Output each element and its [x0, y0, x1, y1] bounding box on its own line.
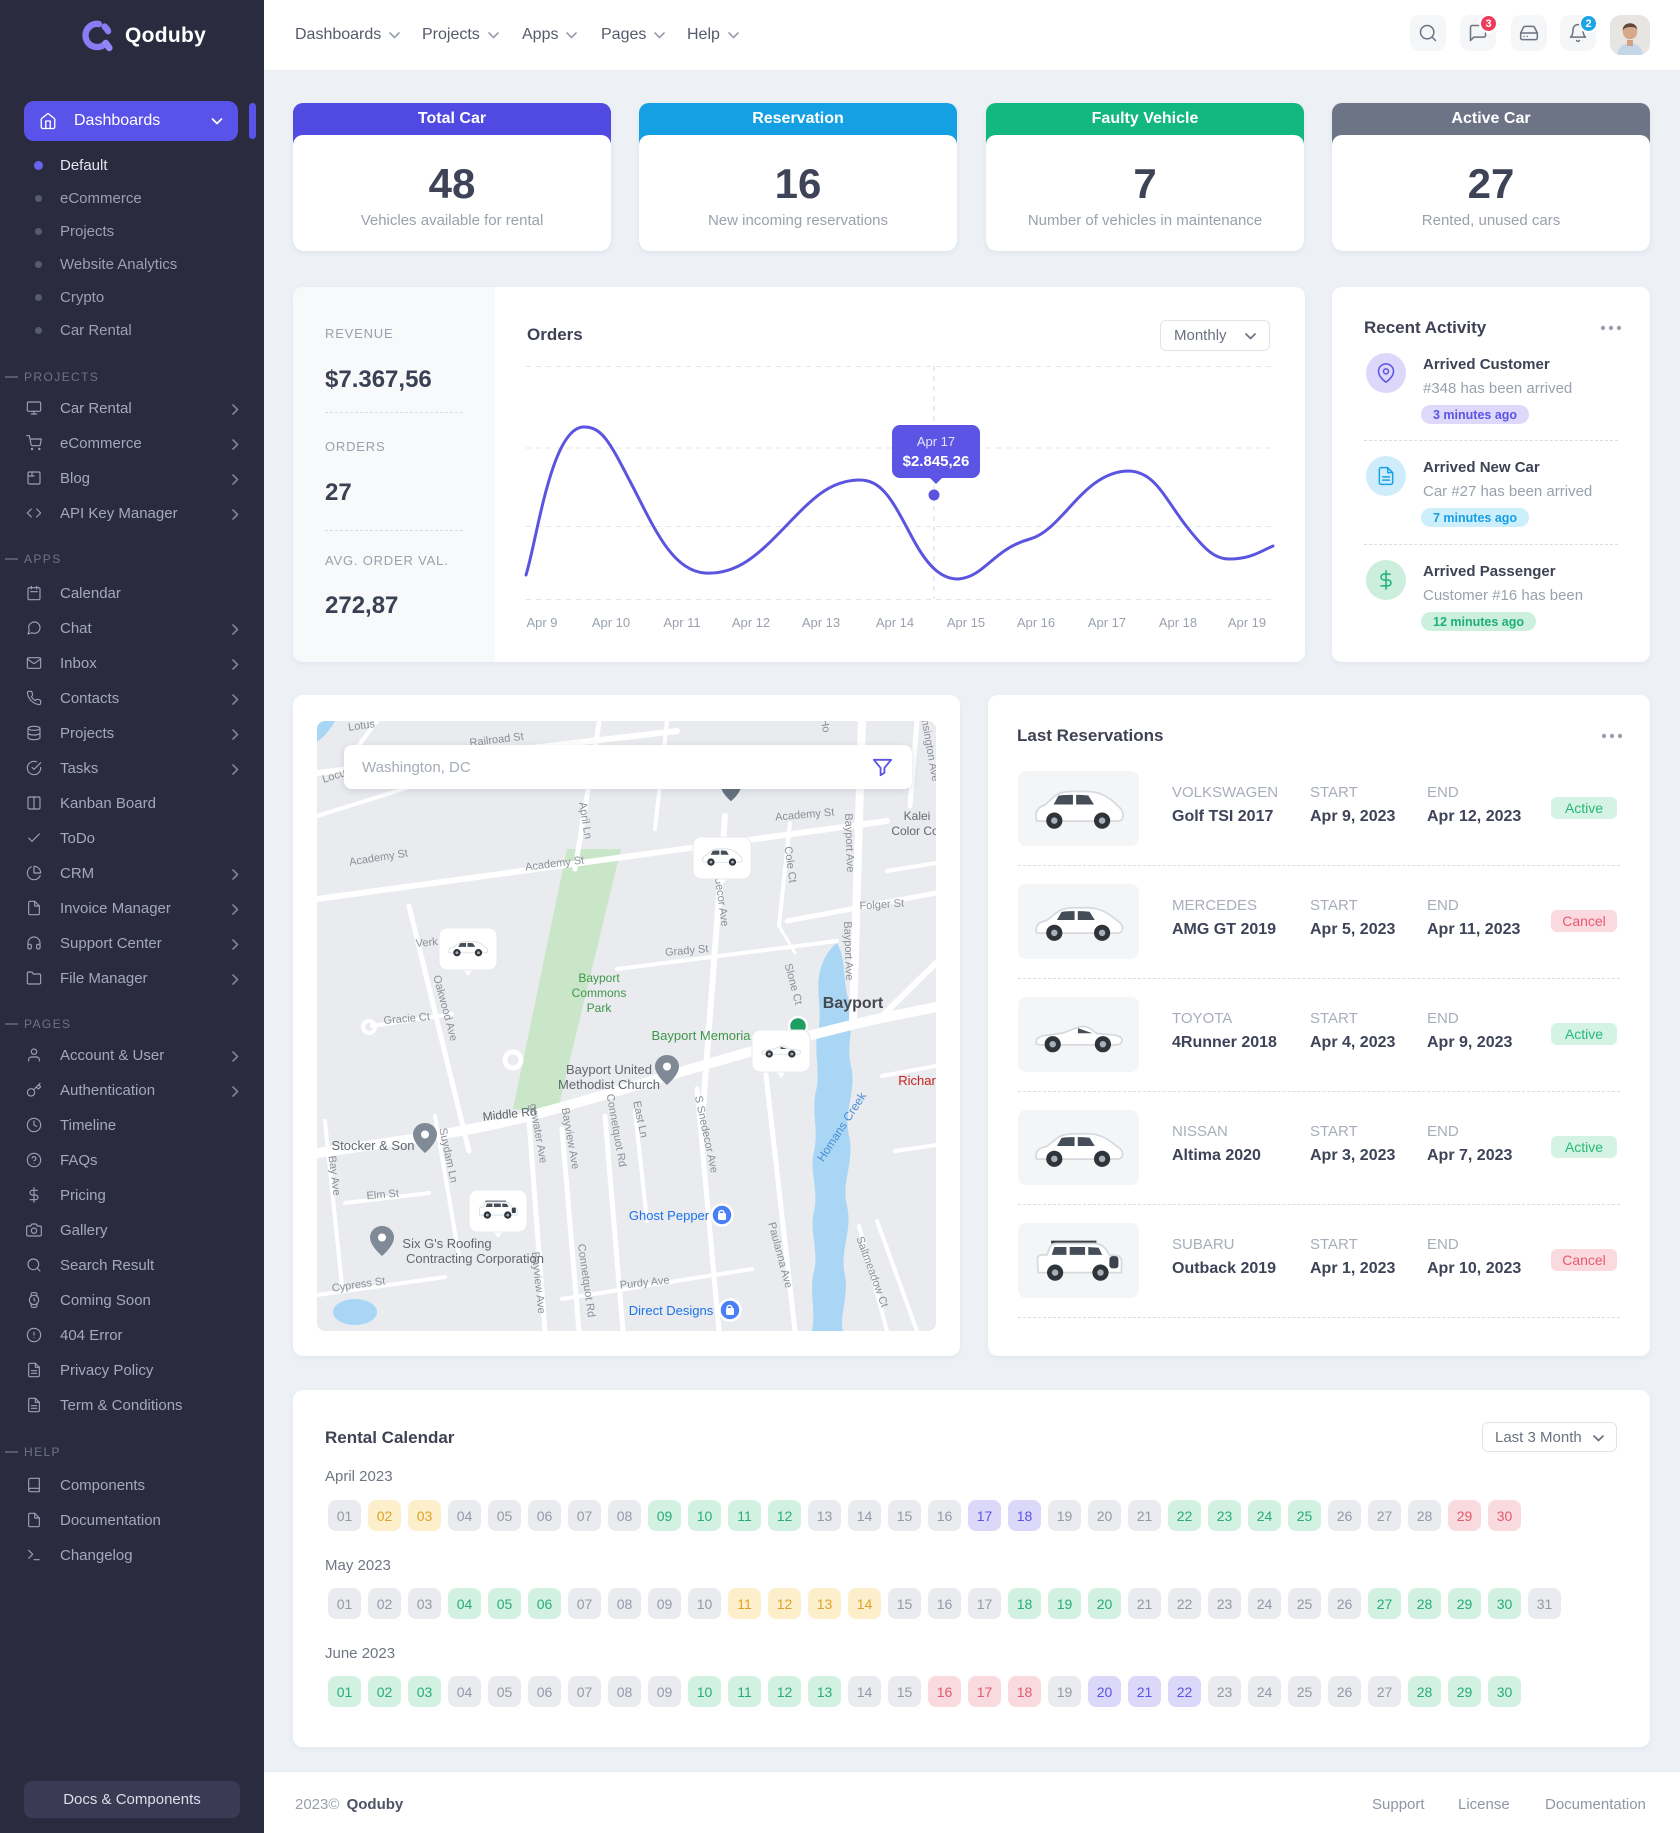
svg-text:Ho: Ho	[818, 721, 832, 733]
svg-text:Ghost Pepper: Ghost Pepper	[629, 1208, 710, 1223]
svg-text:Apr 12: Apr 12	[732, 615, 770, 630]
svg-text:Bayport Ave: Bayport Ave	[841, 921, 855, 981]
svg-text:Apr 18: Apr 18	[1159, 615, 1197, 630]
svg-text:Grady St: Grady St	[665, 943, 709, 959]
svg-text:Academy St: Academy St	[775, 806, 835, 823]
svg-text:Contracting Corporation: Contracting Corporation	[406, 1251, 544, 1266]
svg-text:Apr 17: Apr 17	[1088, 615, 1126, 630]
svg-text:April Ln: April Ln	[576, 801, 594, 840]
svg-text:Bayport: Bayport	[578, 971, 620, 985]
svg-text:Apr 15: Apr 15	[947, 615, 985, 630]
svg-text:Apr 16: Apr 16	[1017, 615, 1055, 630]
svg-text:Park: Park	[587, 1001, 613, 1015]
svg-text:Kalei: Kalei	[904, 809, 931, 823]
svg-text:Apr 10: Apr 10	[592, 615, 630, 630]
svg-text:Bay Ave: Bay Ave	[326, 1155, 343, 1196]
svg-text:Bayport United: Bayport United	[566, 1062, 652, 1077]
svg-text:Apr 9: Apr 9	[526, 615, 557, 630]
svg-text:Middle Rd: Middle Rd	[482, 1104, 537, 1124]
svg-text:Direct Designs: Direct Designs	[629, 1303, 714, 1318]
svg-text:Color Co: Color Co	[891, 824, 936, 838]
svg-text:Purdy Ave: Purdy Ave	[619, 1274, 670, 1291]
svg-text:Apr 14: Apr 14	[876, 615, 914, 630]
svg-text:Bayport: Bayport	[823, 995, 884, 1012]
svg-text:Lotus: Lotus	[347, 721, 376, 734]
svg-text:Stocker & Son: Stocker & Son	[331, 1138, 414, 1153]
svg-text:Methodist Church: Methodist Church	[558, 1077, 660, 1092]
svg-text:Apr 11: Apr 11	[663, 615, 700, 630]
svg-text:Commons: Commons	[572, 986, 627, 1000]
svg-text:Apr 19: Apr 19	[1228, 615, 1266, 630]
svg-text:Cole Ct: Cole Ct	[781, 846, 798, 884]
svg-text:Richar: Richar	[898, 1073, 936, 1088]
svg-text:Six G's Roofing: Six G's Roofing	[402, 1236, 491, 1251]
svg-text:Bayport Ave: Bayport Ave	[842, 813, 856, 873]
svg-text:Gracie Ct: Gracie Ct	[383, 1011, 430, 1027]
svg-text:Verk: Verk	[415, 936, 438, 950]
svg-text:Apr 13: Apr 13	[802, 615, 840, 630]
svg-text:Elm St: Elm St	[366, 1188, 399, 1203]
svg-text:Bayport Memoria: Bayport Memoria	[652, 1028, 752, 1043]
svg-text:Folger St: Folger St	[859, 897, 904, 912]
